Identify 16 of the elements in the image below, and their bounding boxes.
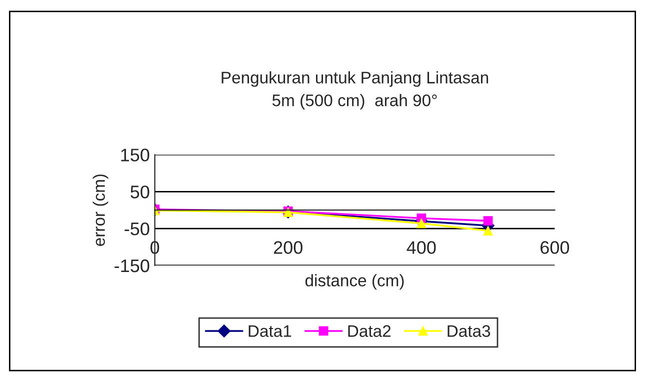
- y-tick-label: 150: [121, 148, 150, 162]
- chart-title: Pengukuran untuk Panjang Lintasan 5m (500 cm) arah 90°: [222, 71, 488, 110]
- y-axis-title: error (cm): [92, 174, 108, 246]
- legend-label: Data1: [248, 325, 292, 337]
- y-tick-label: -150: [114, 259, 150, 272]
- x-axis-title: distance (cm): [305, 274, 404, 290]
- y-tick-label: -50: [124, 222, 150, 236]
- y-tick-label: 50: [130, 186, 150, 198]
- x-tick-label: 600: [540, 241, 570, 254]
- x-tick-label: 200: [274, 241, 302, 254]
- legend-label: Data2: [348, 325, 391, 337]
- point: [483, 216, 493, 226]
- x-tick-label: 400: [406, 241, 436, 254]
- point: [416, 218, 426, 228]
- legend-label: Data3: [448, 325, 490, 337]
- point: [483, 226, 493, 236]
